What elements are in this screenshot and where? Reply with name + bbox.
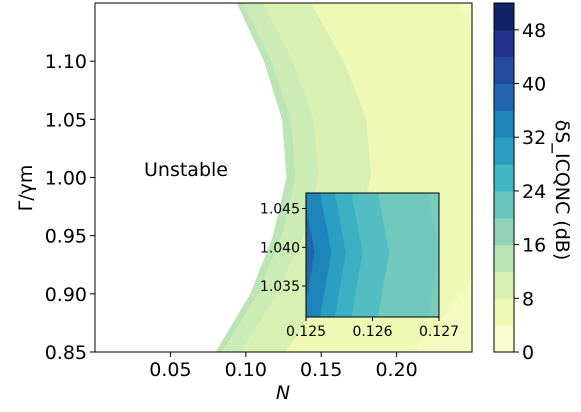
colorbar-label: δS_ICQNC (dB) [551, 120, 573, 260]
inset-plot: 0.125 0.126 0.127 1.035 1.040 1.045 [260, 192, 459, 340]
main-contours [95, 3, 472, 352]
inset-x-tick-label: 0.126 [352, 324, 392, 340]
colorbar-band [494, 217, 514, 246]
y-tick-label: 1.00 [45, 168, 87, 190]
colorbar-ticks: 0 8 16 24 32 40 48 [514, 20, 546, 364]
inset-y-tick-label: 1.035 [260, 279, 300, 295]
inset-contours [306, 193, 439, 317]
colorbar-band [494, 190, 514, 219]
colorbar-tick-label: 0 [522, 342, 534, 364]
colorbar-band [494, 164, 514, 192]
colorbar-tick-label: 40 [522, 74, 546, 96]
colorbar-band [494, 244, 514, 272]
colorbar-band [494, 29, 514, 58]
colorbar-band [494, 325, 514, 353]
x-axis-label: N [276, 382, 290, 404]
colorbar-band [494, 83, 514, 111]
x-tick-label: 0.20 [375, 359, 417, 381]
colorbar-tick-label: 32 [522, 127, 546, 149]
colorbar-band [494, 56, 514, 85]
colorbar-band [494, 298, 514, 326]
colorbar-band [494, 137, 514, 165]
unstable-label: Unstable [144, 159, 228, 181]
main-x-ticks: 0.05 0.10 0.15 0.20 [149, 352, 418, 381]
colorbar-tick-label: 48 [522, 20, 546, 42]
inset-y-ticks: 1.035 1.040 1.045 [260, 202, 306, 295]
y-tick-label: 1.10 [45, 51, 87, 73]
inset-x-ticks: 0.125 0.126 0.127 [286, 317, 459, 340]
y-axis-label: Γ/γm [15, 165, 37, 212]
inset-band-38 [306, 206, 315, 303]
colorbar-tick-label: 8 [522, 288, 534, 310]
colorbar-bands [494, 3, 514, 353]
y-tick-label: 0.90 [45, 284, 87, 306]
unstable-region [95, 3, 287, 352]
inset-x-tick-label: 0.127 [419, 324, 459, 340]
colorbar-band [494, 271, 514, 299]
inset-x-tick-label: 0.125 [286, 324, 326, 340]
y-tick-label: 0.95 [45, 226, 87, 248]
colorbar-band [494, 110, 514, 138]
inset-y-tick-label: 1.045 [260, 202, 300, 218]
x-tick-label: 0.10 [225, 359, 267, 381]
y-tick-label: 0.85 [45, 342, 87, 364]
inset-band-34 [306, 193, 332, 317]
x-tick-label: 0.05 [149, 359, 191, 381]
y-tick-label: 1.05 [45, 109, 87, 131]
main-plot: Unstable 0.05 0.10 0.15 0.20 0.85 0.90 0.95 1.… [15, 2, 473, 404]
colorbar-tick-label: 24 [522, 181, 546, 203]
colorbar: 0 8 16 24 32 40 48 δS_ICQNC (dB) [493, 2, 573, 364]
main-y-ticks: 0.85 0.90 0.95 1.00 1.05 1.10 [45, 51, 95, 364]
colorbar-band [494, 3, 514, 31]
inset-y-tick-label: 1.040 [260, 240, 300, 256]
x-tick-label: 0.15 [300, 359, 342, 381]
colorbar-frame [493, 2, 515, 353]
colorbar-tick-label: 16 [522, 235, 546, 257]
